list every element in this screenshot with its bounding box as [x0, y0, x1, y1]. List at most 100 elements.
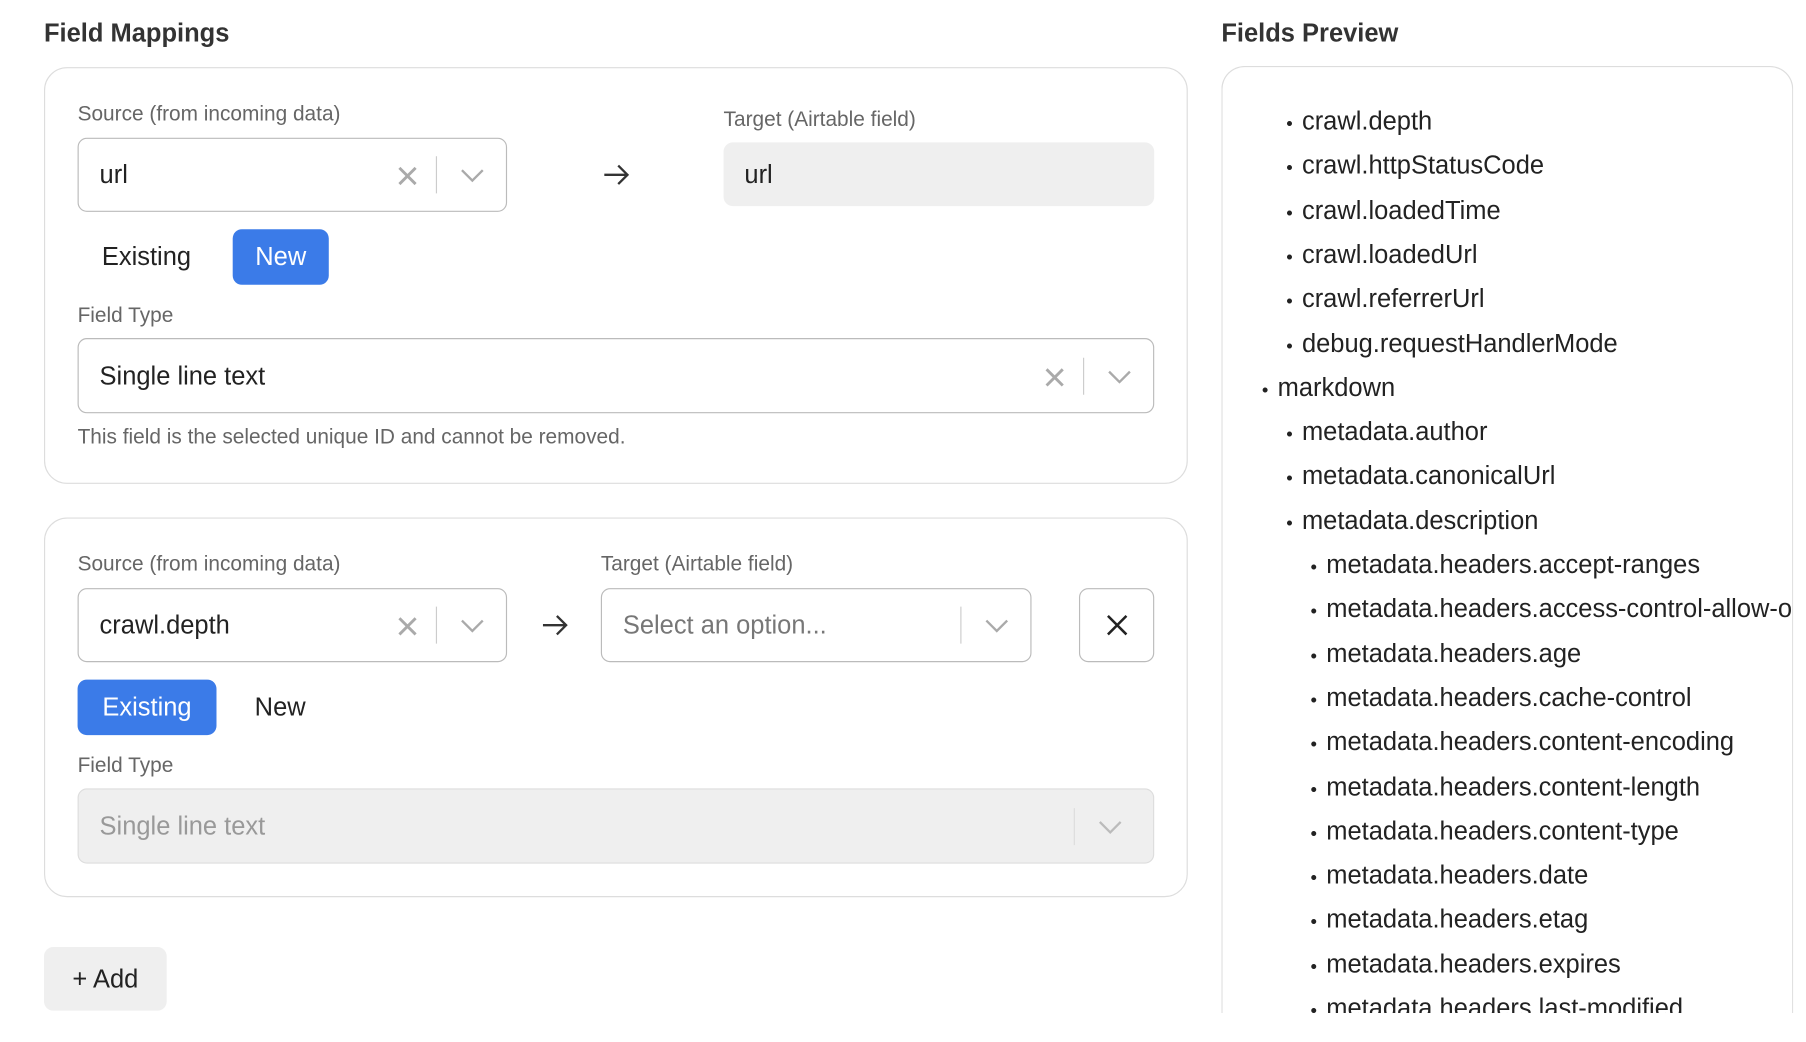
source-select[interactable]: crawl.depth	[77, 588, 508, 663]
field-name: crawl.referrerUrl	[1301, 283, 1485, 313]
field-type-select: Single line text	[77, 788, 1155, 864]
help-text: This field is the selected unique ID and…	[77, 424, 626, 449]
bullet: •	[1310, 957, 1318, 977]
field-name: metadata.author	[1301, 416, 1488, 446]
select-controls	[1073, 807, 1122, 845]
preview-item: • crawl.loadedTime	[1286, 195, 1500, 225]
value: url	[99, 159, 128, 189]
preview-item: • markdown	[1262, 373, 1395, 403]
target-select[interactable]: Select an option...	[600, 588, 1032, 663]
preview-item: • debug.requestHandlerMode	[1286, 328, 1618, 358]
mode-button[interactable]: New	[232, 229, 329, 285]
preview-item: • crawl.loadedUrl	[1286, 240, 1477, 270]
preview-item: • metadata.headers.content-encoding	[1311, 727, 1735, 757]
bullet: •	[1310, 868, 1318, 889]
bullet: •	[1310, 824, 1318, 844]
preview-item: • crawl.depth	[1286, 107, 1432, 137]
field-name: crawl.loadedUrl	[1301, 239, 1478, 269]
preview-item: • metadata.headers.content-length	[1311, 772, 1701, 802]
bullet: •	[1310, 558, 1318, 578]
label: Field Type	[77, 753, 174, 777]
field-name: debug.requestHandlerMode	[1301, 328, 1618, 358]
placeholder: Select an option...	[622, 610, 827, 640]
target-field: url	[723, 142, 1155, 207]
close-icon	[1106, 614, 1127, 636]
field-name: markdown	[1277, 372, 1396, 402]
field-name: metadata.headers.content-type	[1326, 815, 1679, 845]
bullet: •	[1286, 513, 1293, 534]
add-button[interactable]: + Add	[43, 946, 167, 1011]
label: Source (from incoming data)	[77, 101, 341, 126]
select-controls	[1045, 357, 1131, 395]
field-name: metadata.description	[1301, 505, 1539, 535]
field-name: metadata.headers.expires	[1326, 948, 1621, 978]
mapping-card	[43, 67, 1188, 484]
bullet: •	[1310, 779, 1318, 800]
bullet: •	[1310, 735, 1318, 756]
value: url	[744, 159, 773, 189]
mode-button[interactable]: Existing	[77, 679, 217, 736]
field-name: crawl.loadedTime	[1301, 195, 1501, 225]
bullet: •	[1310, 602, 1318, 623]
bullet: •	[1310, 1001, 1318, 1013]
preview-item: • metadata.author	[1286, 417, 1487, 447]
value: crawl.depth	[99, 610, 230, 640]
preview-item: • metadata.headers.cache-control	[1311, 683, 1692, 713]
bullet: •	[1286, 203, 1293, 223]
bullet: •	[1310, 691, 1318, 711]
bullet: •	[1261, 380, 1269, 401]
field-name: metadata.canonicalUrl	[1301, 461, 1556, 491]
source-select[interactable]: url	[77, 137, 508, 212]
mode-button[interactable]: Existing	[101, 241, 192, 271]
fields-preview: • crawl.depth • crawl.httpStatusCode • crawl.…	[1221, 65, 1794, 1013]
field-name: crawl.httpStatusCode	[1301, 150, 1545, 180]
remove-button[interactable]	[1078, 588, 1155, 663]
select-controls	[960, 606, 1009, 644]
preview-item: • metadata.headers.content-type	[1311, 816, 1679, 846]
label: Target (Airtable field)	[600, 552, 794, 576]
bullet: •	[1286, 291, 1293, 312]
field-name: metadata.headers.content-encoding	[1326, 727, 1735, 757]
preview-item: • crawl.referrerUrl	[1286, 284, 1484, 314]
mode-button[interactable]: New	[254, 692, 306, 722]
label: Target (Airtable field)	[723, 107, 916, 131]
field-name: metadata.headers.etag	[1326, 904, 1589, 934]
select-controls	[398, 606, 484, 644]
section-title: Fields Preview	[1221, 18, 1399, 48]
preview-item: • metadata.headers.etag	[1311, 905, 1589, 935]
preview-item: • metadata.headers.date	[1311, 860, 1589, 890]
label: Field Type	[77, 303, 174, 327]
field-name: metadata.headers.content-length	[1326, 771, 1701, 801]
bullet: •	[1286, 336, 1293, 356]
value: Single line text	[99, 810, 266, 840]
preview-item: • crawl.httpStatusCode	[1286, 151, 1544, 181]
bullet: •	[1286, 424, 1293, 445]
preview-item: • metadata.headers.access-control-allow-o…	[1310, 594, 1794, 624]
field-type-select[interactable]: Single line text	[77, 338, 1155, 414]
value: Single line text	[99, 360, 266, 390]
mapping-card	[43, 517, 1188, 898]
bullet: •	[1286, 469, 1293, 490]
field-name: metadata.headers.age	[1326, 638, 1582, 668]
preview-item: • metadata.headers.accept-ranges	[1311, 550, 1701, 580]
bullet: •	[1310, 912, 1318, 933]
preview-item: • metadata.headers.last-modified	[1311, 993, 1684, 1013]
select-controls	[398, 156, 484, 194]
field-name: metadata.headers.access-control-allow-or…	[1326, 594, 1794, 624]
bullet: •	[1310, 646, 1318, 667]
bullet: •	[1286, 158, 1293, 179]
field-name: metadata.headers.date	[1326, 860, 1589, 890]
bullet: •	[1286, 114, 1293, 135]
field-name: metadata.headers.accept-ranges	[1326, 549, 1701, 579]
field-name: metadata.headers.last-modified	[1326, 993, 1684, 1013]
preview-item: • metadata.canonicalUrl	[1286, 461, 1555, 491]
bullet: •	[1286, 247, 1293, 268]
field-name: metadata.headers.cache-control	[1326, 682, 1692, 712]
arrow	[542, 615, 568, 636]
preview-item: • metadata.headers.expires	[1311, 949, 1621, 979]
label: Source (from incoming data)	[77, 552, 341, 576]
arrow	[604, 164, 630, 185]
preview-item: • metadata.description	[1286, 506, 1538, 536]
